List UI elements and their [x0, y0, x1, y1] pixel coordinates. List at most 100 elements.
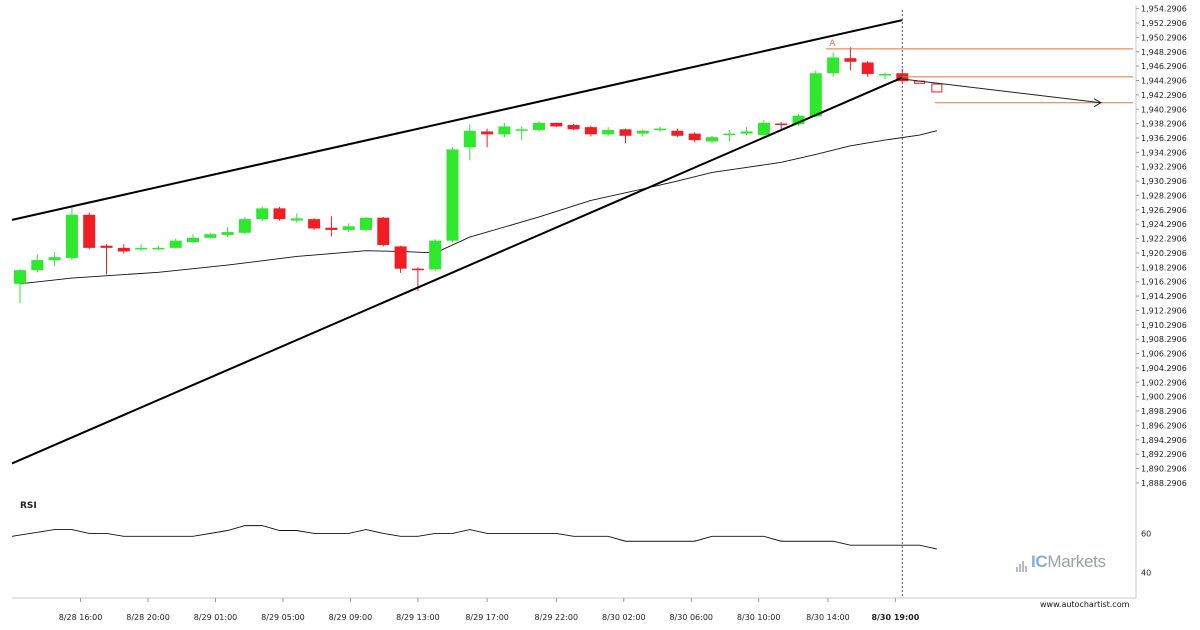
candle-body: [152, 247, 165, 250]
rsi-label: RSI: [20, 501, 37, 511]
candle-body: [48, 257, 61, 261]
candle-body: [135, 247, 148, 250]
candle-body: [411, 268, 424, 271]
rsi-tick-label: 40: [1141, 568, 1151, 577]
candle-body: [740, 131, 753, 134]
candle-body: [879, 73, 891, 76]
brand-ic: IC: [1031, 552, 1048, 571]
y-tick-label: 1,918.2906: [1141, 263, 1187, 272]
forecast-arrow-line: [902, 78, 1102, 104]
candle-body: [14, 270, 26, 284]
candle-body: [602, 130, 615, 135]
candle-body: [238, 219, 251, 233]
y-tick-label: 1,908.2906: [1141, 335, 1187, 344]
y-tick-label: 1,950.2906: [1141, 33, 1187, 42]
y-tick-label: 1,906.2906: [1141, 350, 1187, 359]
y-tick-label: 1,890.2906: [1141, 465, 1187, 474]
candle-body: [688, 133, 701, 141]
candle-body: [290, 218, 303, 221]
candle-body: [827, 57, 840, 74]
x-tick-label: 8/29 09:00: [329, 613, 373, 622]
x-tick-label: 8/29 01:00: [194, 613, 238, 622]
y-tick-label: 1,894.2906: [1141, 436, 1187, 445]
y-tick-label: 1,892.2906: [1141, 450, 1187, 459]
candle-body: [619, 129, 632, 136]
y-tick-label: 1,898.2906: [1141, 407, 1187, 416]
candle-body: [515, 129, 528, 131]
brand-rest: Markets: [1047, 552, 1106, 571]
candle-body: [221, 232, 234, 235]
candle-body: [584, 127, 597, 135]
y-tick-label: 1,940.2906: [1141, 105, 1187, 114]
y-tick-label: 1,920.2906: [1141, 249, 1187, 258]
y-tick-label: 1,888.2906: [1141, 479, 1187, 488]
y-tick-label: 1,948.2906: [1141, 48, 1187, 57]
x-tick-label: 8/29 17:00: [465, 613, 509, 622]
y-tick-label: 1,938.2906: [1141, 120, 1187, 129]
candle-body: [394, 246, 407, 269]
forecast-candle: [931, 83, 943, 93]
candle-body: [706, 137, 718, 142]
icmarkets-logo: ICMarkets: [1016, 552, 1106, 572]
y-tick-label: 1,952.2906: [1141, 19, 1187, 28]
y-tick-label: 1,944.2906: [1141, 77, 1187, 86]
peak-label: A: [829, 39, 836, 49]
candle-body: [117, 247, 130, 252]
candle-body: [481, 131, 494, 135]
y-tick-label: 1,924.2906: [1141, 220, 1187, 229]
candle-body: [550, 122, 563, 127]
upper-trendline: [11, 19, 903, 221]
y-tick-label: 1,900.2906: [1141, 393, 1187, 402]
y-tick-label: 1,922.2906: [1141, 235, 1187, 244]
y-tick-label: 1,930.2906: [1141, 177, 1187, 186]
candle-body: [809, 73, 822, 117]
y-tick-label: 1,904.2906: [1141, 364, 1187, 373]
bars-icon: [1016, 552, 1028, 572]
candle-body: [308, 219, 321, 229]
x-tick-label: 8/29 22:00: [535, 613, 579, 622]
y-tick-label: 1,926.2906: [1141, 206, 1187, 215]
rsi-line: [11, 525, 937, 550]
x-tick-label: 8/30 02:00: [602, 613, 646, 622]
candle-body: [671, 130, 684, 136]
candle-body: [273, 208, 286, 220]
x-tick-label: 8/29 05:00: [261, 613, 305, 622]
candle-body: [360, 217, 372, 230]
y-tick-label: 1,934.2906: [1141, 148, 1187, 157]
y-tick-label: 1,916.2906: [1141, 278, 1187, 287]
candle-body: [169, 240, 182, 248]
x-tick-label: 8/30 06:00: [669, 613, 713, 622]
candle-body: [187, 237, 199, 243]
y-tick-label: 1,902.2906: [1141, 378, 1187, 387]
candle-body: [429, 240, 442, 270]
y-tick-label: 1,912.2906: [1141, 306, 1187, 315]
y-tick-label: 1,946.2906: [1141, 62, 1187, 71]
candle-body: [567, 124, 580, 130]
candle-body: [204, 234, 217, 238]
y-tick-label: 1,914.2906: [1141, 292, 1187, 301]
candle-body: [83, 214, 96, 248]
y-tick-label: 1,954.2906: [1141, 5, 1187, 14]
candle-body: [325, 227, 338, 230]
x-tick-label: 8/30 10:00: [737, 613, 781, 622]
x-tick-label: 8/29 13:00: [396, 613, 440, 622]
candle-body: [256, 208, 269, 220]
candle-body: [342, 226, 355, 230]
candle-body: [100, 245, 113, 248]
x-tick-label: 8/28 20:00: [126, 613, 170, 622]
candle-body: [446, 149, 459, 241]
lower-trendline: [11, 76, 903, 465]
y-tick-label: 1,942.2906: [1141, 91, 1187, 100]
y-tick-label: 1,932.2906: [1141, 163, 1187, 172]
candle-body: [65, 214, 78, 258]
candle-body: [377, 217, 390, 245]
candle-body: [861, 62, 874, 74]
candle-body: [775, 123, 788, 126]
y-tick-label: 1,928.2906: [1141, 191, 1187, 200]
x-tick-label: 8/28 16:00: [59, 613, 103, 622]
y-tick-label: 1,936.2906: [1141, 134, 1187, 143]
candle-body: [463, 130, 476, 148]
y-tick-label: 1,896.2906: [1141, 421, 1187, 430]
candle-body: [636, 130, 649, 134]
